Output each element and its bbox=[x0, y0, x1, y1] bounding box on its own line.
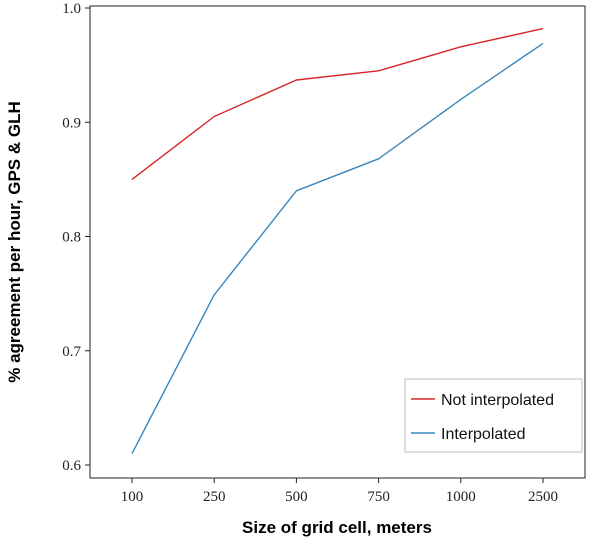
legend-label: Interpolated bbox=[441, 426, 526, 443]
y-tick-label: 0.6 bbox=[62, 458, 81, 474]
y-tick-label: 0.7 bbox=[62, 344, 81, 360]
x-axis-title: Size of grid cell, meters bbox=[242, 518, 432, 537]
x-tick-label: 2500 bbox=[528, 489, 558, 505]
x-tick-label: 250 bbox=[203, 489, 226, 505]
x-tick-label: 750 bbox=[367, 489, 390, 505]
y-axis-title: % agreement per hour, GPS & GLH bbox=[5, 101, 24, 383]
x-tick-label: 1000 bbox=[446, 489, 476, 505]
series-layer bbox=[131, 27, 544, 454]
y-axis-ticks: 0.6 0.7 0.8 0.9 1.0 bbox=[62, 1, 90, 474]
y-tick-label: 0.8 bbox=[62, 230, 81, 246]
y-tick-label: 1.0 bbox=[62, 1, 81, 17]
y-tick-label: 0.9 bbox=[62, 115, 81, 131]
series-line-interpolated bbox=[131, 42, 544, 454]
x-tick-label: 500 bbox=[285, 489, 308, 505]
legend-box bbox=[404, 378, 583, 453]
x-tick-label: 100 bbox=[121, 489, 144, 505]
legend: Not interpolated Interpolated bbox=[404, 378, 583, 453]
x-axis-ticks: 100 250 500 750 1000 2500 bbox=[121, 478, 558, 505]
series-line-not-interpolated bbox=[131, 27, 544, 180]
legend-label: Not interpolated bbox=[441, 392, 554, 409]
